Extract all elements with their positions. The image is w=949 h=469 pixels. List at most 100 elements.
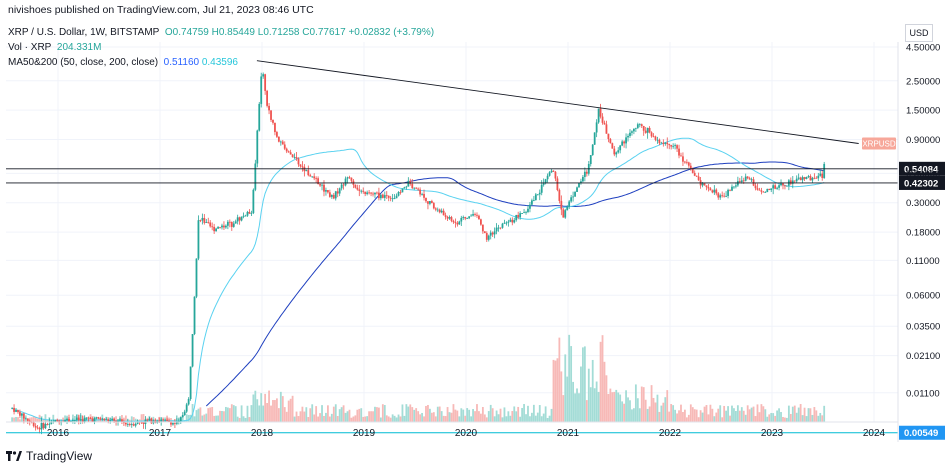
candle-body <box>511 219 514 223</box>
volume-bar <box>199 407 202 422</box>
candle-body <box>646 127 649 133</box>
candle-body <box>277 136 280 142</box>
trendline[interactable]: XRPUSD <box>256 60 896 150</box>
volume-bar <box>417 411 420 422</box>
candle-body <box>234 221 237 224</box>
candle-body <box>223 225 225 228</box>
candle-body <box>254 163 257 190</box>
candle-body <box>132 424 135 426</box>
volume-bar <box>529 416 531 422</box>
time-tick-label: 2016 <box>47 428 70 439</box>
candle-body <box>452 220 455 223</box>
volume-bar <box>13 417 15 422</box>
volume-bar <box>434 416 437 422</box>
candle-body <box>21 413 23 416</box>
candle-body <box>197 220 200 259</box>
candle-body <box>531 200 533 205</box>
volume-bar <box>685 417 688 422</box>
candle-body <box>623 141 625 144</box>
volume-bar <box>699 410 702 422</box>
volume-bar <box>795 412 798 422</box>
candle-body <box>501 223 504 228</box>
candle-body <box>230 221 233 227</box>
volume-bar <box>542 413 545 422</box>
volume-bar <box>585 400 588 422</box>
price-axis[interactable]: 4.50000 2.50000 1.50000 0.90000 0.50000 0.300… <box>897 42 940 442</box>
price-tick-label: 0.02100 <box>906 351 940 362</box>
candle-body <box>540 184 543 193</box>
candle-body <box>81 419 84 422</box>
volume-bar <box>754 416 757 422</box>
candle-body <box>476 214 478 216</box>
level-tag-label: 0.00549 <box>904 428 938 439</box>
volume-bar <box>603 361 606 422</box>
symbol-name[interactable]: XRP / U.S. Dollar, 1W, BITSTAMP <box>8 27 160 38</box>
candle-body <box>162 419 165 421</box>
volume-bar <box>819 412 822 422</box>
candle-body <box>583 171 586 177</box>
candle-body <box>721 195 724 197</box>
ma-label[interactable]: MA50&200 (50, close, 200, close) <box>8 57 159 68</box>
time-tick-label: 2024 <box>863 428 886 439</box>
candle-body <box>393 198 396 200</box>
candle-body <box>350 177 353 181</box>
candle-body <box>638 124 641 126</box>
volume-label[interactable]: Vol · XRP <box>8 42 52 53</box>
volume-bar <box>756 404 759 422</box>
candle-body <box>599 108 602 117</box>
candle-body <box>191 334 194 367</box>
candle-body <box>128 424 131 426</box>
candle-body <box>570 197 573 202</box>
volume-bar <box>387 416 390 422</box>
candle-body <box>468 216 471 219</box>
candle-body <box>470 215 472 217</box>
candle-body <box>283 144 286 149</box>
candle-body <box>615 152 618 155</box>
volume-bar <box>711 408 714 422</box>
volume-bar <box>768 414 771 422</box>
candle-body <box>748 178 751 180</box>
candle-body <box>174 422 176 424</box>
candle-body <box>272 119 274 123</box>
volume-bar <box>389 417 392 422</box>
candle-body <box>780 183 782 186</box>
candle-body <box>358 189 361 191</box>
candle-body <box>819 173 822 176</box>
candle-body <box>297 158 300 165</box>
candle-body <box>338 188 341 194</box>
volume-bar <box>11 417 13 422</box>
ma50-line <box>11 137 825 422</box>
candle-body <box>195 258 198 297</box>
candle-body <box>801 177 804 181</box>
volume-bar <box>152 416 155 422</box>
volume-bar <box>505 416 508 422</box>
candle-body <box>164 419 166 421</box>
candle-body <box>134 423 137 426</box>
candle-body <box>126 424 129 425</box>
volume-bar <box>658 411 661 422</box>
ma-legend: MA50&200 (50, close, 200, close) 0.51160… <box>8 57 238 68</box>
candle-body <box>211 226 214 228</box>
candle-body <box>38 427 41 430</box>
volume-bar <box>744 414 747 422</box>
currency-button[interactable]: USD <box>905 24 933 42</box>
symbol-price-tag-label: XRPUSD <box>862 140 896 149</box>
candle-body <box>532 200 535 201</box>
candle-body <box>113 418 115 421</box>
time-axis[interactable]: 2016 2017 2018 2019 2020 2021 2022 2023 2024 <box>6 421 898 439</box>
candle-body <box>407 180 410 187</box>
candle-body <box>91 419 94 422</box>
volume-bar <box>813 407 816 422</box>
volume-bar <box>489 404 492 422</box>
volume-bar <box>703 406 706 422</box>
candle-body <box>523 212 525 214</box>
candle-body <box>629 132 631 136</box>
candle-body <box>687 162 690 166</box>
candle-body <box>172 422 174 425</box>
volume-bar <box>634 384 637 422</box>
volume-bar <box>805 416 808 422</box>
candle-body <box>32 422 35 426</box>
volume-bar <box>383 405 386 422</box>
candle-body <box>642 125 645 131</box>
